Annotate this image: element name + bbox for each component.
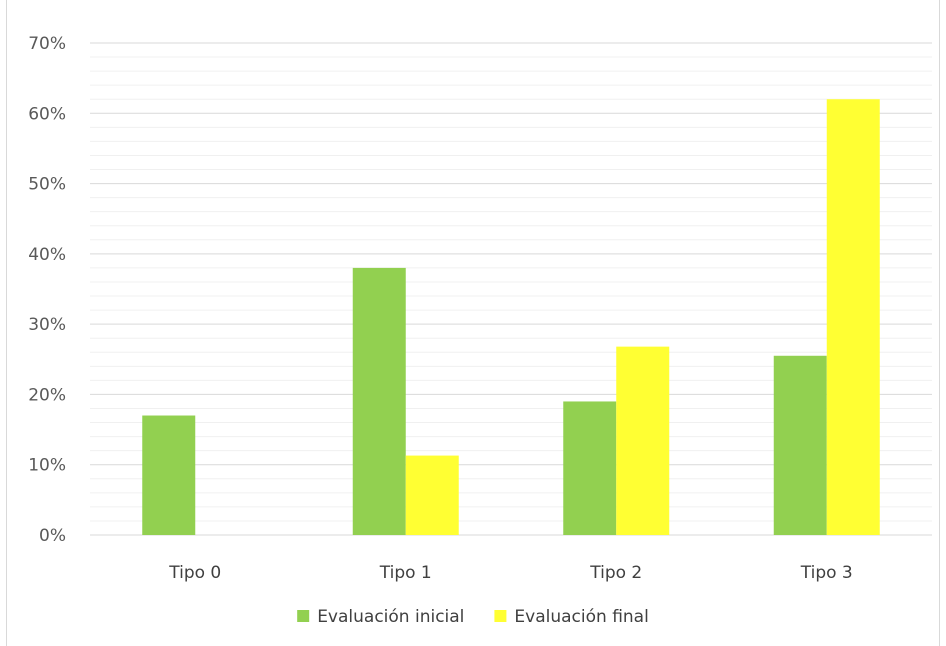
bar-evaluación-final-3 xyxy=(826,99,880,535)
x-tick-label: Tipo 0 xyxy=(168,563,221,583)
x-tick-label: Tipo 1 xyxy=(379,563,432,583)
x-tick-label: Tipo 2 xyxy=(589,563,642,583)
bar-evaluación-final-2 xyxy=(616,346,670,535)
legend-swatch xyxy=(494,610,507,622)
y-tick-label: 40% xyxy=(28,245,66,265)
bar-evaluación-final-1 xyxy=(405,455,459,535)
y-tick-label: 60% xyxy=(28,104,66,124)
bar-evaluación-inicial-2 xyxy=(563,401,617,535)
y-tick-label: 10% xyxy=(28,456,66,476)
y-tick-label: 70% xyxy=(28,34,66,54)
x-tick-label: Tipo 3 xyxy=(800,563,853,583)
legend-label: Evaluación inicial xyxy=(317,607,464,627)
bar-evaluación-inicial-0 xyxy=(142,415,196,535)
chart-frame xyxy=(6,0,940,646)
bar-evaluación-inicial-3 xyxy=(773,355,827,535)
legend-swatch xyxy=(297,610,310,622)
y-axis-tick-labels: 0% 10% 20% 30% 40% 50% 60% 70% xyxy=(28,34,66,546)
y-tick-label: 50% xyxy=(28,175,66,195)
y-tick-label: 0% xyxy=(39,526,66,546)
legend-label: Evaluación final xyxy=(514,607,648,627)
y-tick-label: 20% xyxy=(28,385,66,405)
legend: Evaluación inicial Evaluación final xyxy=(297,607,649,627)
x-axis-category-labels: Tipo 0 Tipo 1 Tipo 2 Tipo 3 xyxy=(168,563,853,583)
bars xyxy=(142,99,880,535)
y-tick-label: 30% xyxy=(28,315,66,335)
bar-evaluación-inicial-1 xyxy=(352,267,406,535)
